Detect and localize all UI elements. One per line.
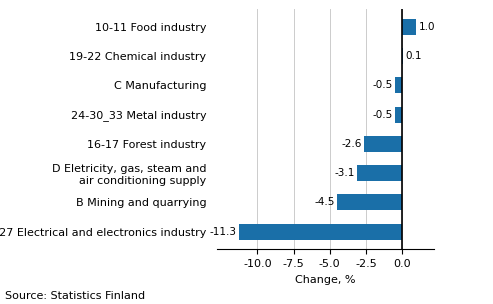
X-axis label: Change, %: Change, % xyxy=(295,275,355,285)
Text: -4.5: -4.5 xyxy=(315,197,335,207)
Text: -0.5: -0.5 xyxy=(372,109,392,119)
Bar xyxy=(337,194,402,210)
Text: -11.3: -11.3 xyxy=(210,227,237,237)
Text: -3.1: -3.1 xyxy=(335,168,355,178)
Text: Source: Statistics Finland: Source: Statistics Finland xyxy=(5,291,145,301)
Text: 0.1: 0.1 xyxy=(406,51,422,61)
Bar xyxy=(239,224,402,240)
Text: -0.5: -0.5 xyxy=(372,80,392,90)
Bar xyxy=(357,165,402,181)
Bar xyxy=(402,19,417,35)
Bar xyxy=(402,48,403,64)
Bar xyxy=(395,106,402,123)
Bar xyxy=(364,136,402,152)
Text: 1.0: 1.0 xyxy=(419,22,435,32)
Bar xyxy=(395,77,402,93)
Text: -2.6: -2.6 xyxy=(342,139,362,149)
